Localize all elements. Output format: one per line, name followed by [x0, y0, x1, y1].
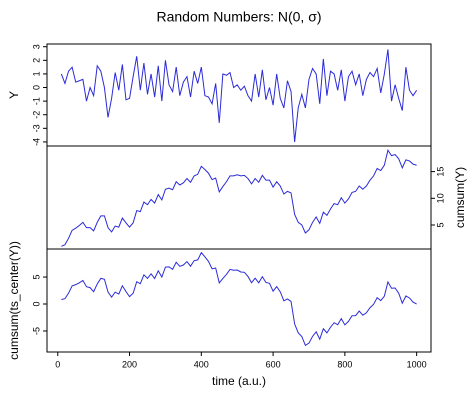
- y-tick-label: 0: [31, 85, 41, 90]
- x-tick-label: 800: [337, 359, 352, 369]
- panel-frame: [46, 145, 432, 250]
- y-tick-label: 0: [31, 301, 41, 306]
- y-tick-label: 15: [435, 167, 445, 177]
- y-tick-label: 5: [31, 275, 41, 280]
- x-tick-label: 200: [122, 359, 137, 369]
- y-tick-label: -3: [31, 124, 41, 132]
- y-tick-label: 2: [31, 58, 41, 63]
- x-tick-label: 400: [194, 359, 209, 369]
- y-tick-label: -5: [31, 327, 41, 335]
- x-tick-label: 600: [266, 359, 281, 369]
- panel-frame: [46, 43, 432, 147]
- x-tick-label: 1000: [407, 359, 427, 369]
- y-tick-label: -2: [31, 111, 41, 119]
- data-line: [61, 251, 417, 347]
- y-tick-label: 3: [31, 44, 41, 49]
- chart-title: Random Numbers: N(0, σ): [156, 9, 321, 25]
- data-line: [60, 49, 418, 142]
- data-line: [61, 149, 417, 247]
- x-axis-label: time (a.u.): [212, 374, 266, 388]
- y-axis-label: cumsum(ts_center(Y)): [7, 241, 21, 360]
- y-tick-label: 5: [435, 222, 445, 227]
- x-tick-label: 0: [55, 359, 60, 369]
- y-tick-label: 1: [31, 71, 41, 76]
- y-tick-label: 10: [435, 193, 445, 203]
- y-tick-label: -1: [31, 97, 41, 105]
- panel-frame: [46, 248, 432, 353]
- y-tick-label: -4: [31, 138, 41, 146]
- y-axis-label: Y: [7, 91, 21, 99]
- y-axis-label: cumsum(Y): [453, 167, 467, 228]
